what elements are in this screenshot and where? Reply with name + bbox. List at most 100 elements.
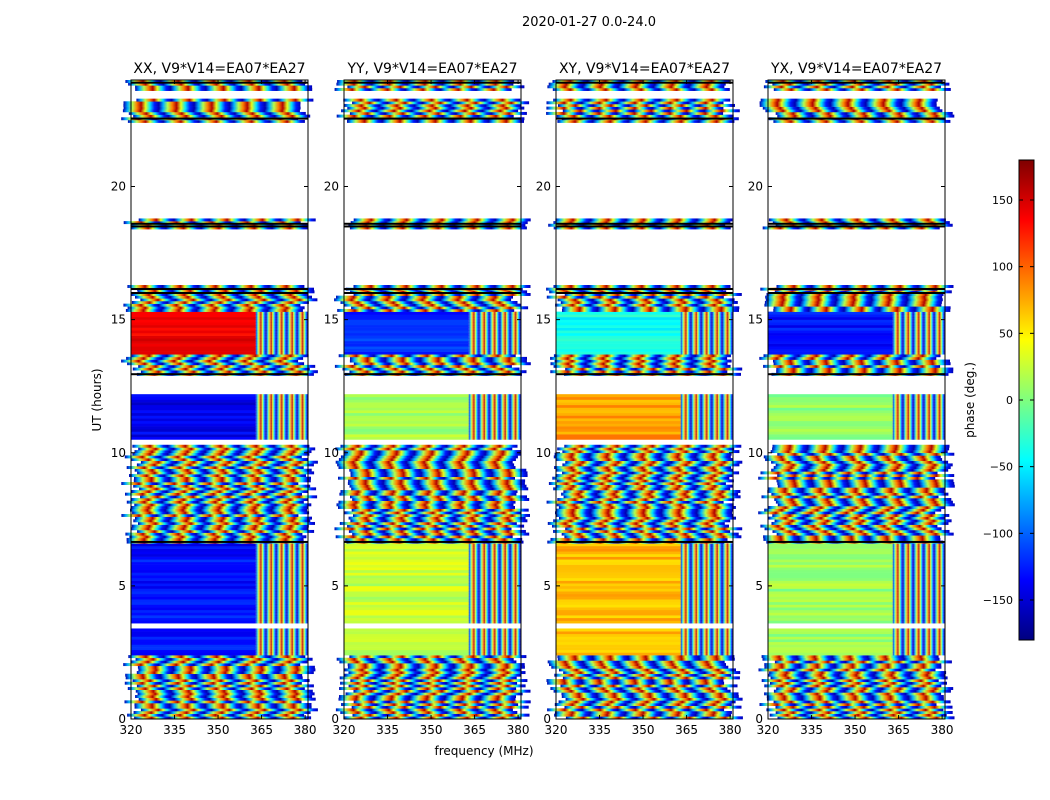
- x-tick-label: 320: [120, 723, 143, 737]
- colorbar-tick-label: −150: [983, 594, 1013, 607]
- flag-line: [131, 222, 308, 225]
- x-tick-label: 320: [333, 723, 356, 737]
- colorbar-tick-label: 50: [999, 327, 1013, 340]
- y-axis-label: UT (hours): [90, 368, 104, 431]
- x-tick-label: 365: [675, 723, 698, 737]
- x-tick-label: 365: [463, 723, 486, 737]
- flag-line: [131, 540, 308, 543]
- y-tick-label: 0: [331, 712, 339, 726]
- flag-line: [344, 288, 521, 291]
- y-tick-label: 15: [324, 313, 339, 327]
- y-tick-label: 5: [755, 579, 763, 593]
- flag-line: [344, 117, 521, 120]
- flag-line: [344, 225, 521, 228]
- x-tick-label: 350: [207, 723, 230, 737]
- flag-line: [768, 288, 945, 291]
- flag-line: [556, 540, 733, 543]
- panels: XX, V9*V14=EA07*EA27 320 335 350 365 380 0 5 10 1…: [111, 61, 955, 737]
- x-tick-label: 320: [757, 723, 780, 737]
- flag-line: [768, 117, 945, 120]
- flag-line: [768, 222, 945, 225]
- panel-frame: [767, 79, 946, 720]
- y-tick-label: 5: [118, 579, 126, 593]
- x-tick-label: 335: [163, 723, 186, 737]
- y-tick-label: 5: [543, 579, 551, 593]
- flag-line: [131, 225, 308, 228]
- y-tick-label: 15: [536, 313, 551, 327]
- flag-line: [344, 373, 521, 376]
- colorbar: −150 −100 −50 0 50 100 150 phase (deg.): [963, 159, 1035, 641]
- y-tick-label: 10: [111, 446, 126, 460]
- figure-title: 2020-01-27 0.0-24.0: [522, 15, 656, 30]
- colorbar-tick-label: 150: [992, 194, 1013, 207]
- flag-line: [131, 117, 308, 120]
- flag-line: [556, 292, 733, 294]
- flag-line: [344, 292, 521, 294]
- y-tick-label: 15: [111, 313, 126, 327]
- y-tick-label: 20: [111, 180, 126, 194]
- flag-line: [556, 288, 733, 291]
- flag-line: [344, 81, 521, 84]
- panel-xx: XX, V9*V14=EA07*EA27 320 335 350 365 380 0 5 10 1…: [111, 61, 318, 737]
- colorbar-tick-label: 0: [1006, 394, 1013, 407]
- y-tick-label: 10: [748, 446, 763, 460]
- flag-line: [131, 373, 308, 376]
- x-tick-label: 320: [545, 723, 568, 737]
- panel-title: XX, V9*V14=EA07*EA27: [133, 61, 305, 77]
- x-tick-label: 380: [719, 723, 742, 737]
- x-tick-label: 335: [800, 723, 823, 737]
- x-tick-label: 350: [632, 723, 655, 737]
- colorbar-tick-label: −100: [983, 527, 1013, 540]
- flag-line: [768, 373, 945, 376]
- x-tick-label: 380: [931, 723, 954, 737]
- flag-line: [556, 225, 733, 228]
- flag-line: [131, 81, 308, 84]
- panel-frame: [555, 79, 734, 720]
- panel-yx: YX, V9*V14=EA07*EA27 320 335 350 365 380 0 5 10 1…: [748, 61, 955, 737]
- flag-line: [768, 540, 945, 543]
- panel-title: YY, V9*V14=EA07*EA27: [346, 61, 517, 77]
- x-tick-label: 365: [887, 723, 910, 737]
- x-tick-label: 335: [376, 723, 399, 737]
- flag-line: [556, 81, 733, 84]
- flag-line: [556, 373, 733, 376]
- panel-title: XY, V9*V14=EA07*EA27: [559, 61, 730, 77]
- panel-yy: YY, V9*V14=EA07*EA27 320 335 350 365 380 0 5 10 1…: [324, 61, 531, 737]
- panel-frame: [130, 79, 309, 720]
- y-tick-label: 20: [536, 180, 551, 194]
- waterfall-image: [758, 80, 955, 720]
- panel-title: YX, V9*V14=EA07*EA27: [770, 61, 942, 77]
- x-axis-label: frequency (MHz): [434, 744, 533, 758]
- y-tick-label: 10: [536, 446, 551, 460]
- x-tick-label: 380: [507, 723, 530, 737]
- flag-line: [131, 292, 308, 294]
- waterfall-image: [334, 80, 531, 720]
- flag-line: [556, 222, 733, 225]
- x-tick-label: 380: [294, 723, 317, 737]
- flag-line: [556, 117, 733, 120]
- flag-line: [768, 225, 945, 228]
- y-tick-label: 20: [748, 180, 763, 194]
- flag-line: [344, 540, 521, 543]
- y-tick-label: 20: [324, 180, 339, 194]
- x-tick-label: 350: [420, 723, 443, 737]
- flag-line: [131, 288, 308, 291]
- flag-line: [768, 81, 945, 84]
- flag-line: [344, 222, 521, 225]
- x-tick-label: 335: [588, 723, 611, 737]
- y-tick-label: 10: [324, 446, 339, 460]
- y-tick-label: 0: [118, 712, 126, 726]
- x-tick-label: 365: [250, 723, 273, 737]
- y-tick-label: 5: [331, 579, 339, 593]
- y-tick-label: 15: [748, 313, 763, 327]
- y-tick-label: 0: [755, 712, 763, 726]
- panel-frame: [343, 79, 522, 720]
- colorbar-tick-label: −50: [990, 461, 1013, 474]
- colorbar-tick-label: 100: [992, 261, 1013, 274]
- panel-xy: XY, V9*V14=EA07*EA27 320 335 350 365 380 0 5 10 1…: [536, 61, 743, 737]
- x-tick-label: 350: [844, 723, 867, 737]
- y-tick-label: 0: [543, 712, 551, 726]
- flag-line: [768, 292, 945, 294]
- colorbar-label: phase (deg.): [963, 362, 977, 438]
